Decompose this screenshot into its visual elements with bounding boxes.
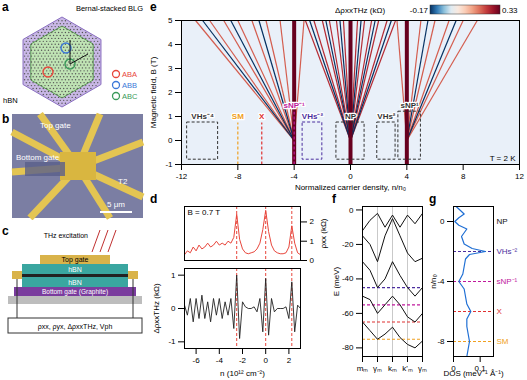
svg-text:-0.17: -0.17 [410,6,429,15]
svg-text:ρxx, ρyx, ΔρxxTHz, Vph: ρxx, ρyx, ΔρxxTHz, Vph [38,323,113,331]
svg-text:0: 0 [440,217,445,226]
svg-text:T = 2 K: T = 2 K [490,154,517,163]
svg-text:8: 8 [461,172,466,181]
html-text:f: f [332,192,336,206]
svg-text:-4: -4 [216,356,224,365]
svg-text:5: 5 [168,16,173,25]
svg-text:sNP⁻¹: sNP⁻¹ [284,101,306,110]
svg-text:1: 1 [310,237,315,246]
svg-text:VHs⁻⁴: VHs⁻⁴ [191,112,214,121]
svg-text:NP: NP [345,112,357,121]
svg-text:B = 0.7 T: B = 0.7 T [188,208,221,217]
svg-text:0: 0 [168,136,173,145]
html-text:c: c [2,224,9,238]
svg-text:Magnetic field, B (T): Magnetic field, B (T) [149,56,158,128]
svg-text:Top gate: Top gate [62,256,89,264]
svg-text:Bottom gate (Graphite): Bottom gate (Graphite) [42,288,108,296]
svg-text:hBN: hBN [3,96,18,105]
html-text:d: d [150,192,158,206]
svg-text:2: 2 [310,217,315,226]
svg-text:-6: -6 [193,356,201,365]
svg-text:γₘ: γₘ [373,364,382,373]
svg-text:0: 0 [263,356,268,365]
svg-text:0: 0 [348,172,353,181]
svg-text:0.33: 0.33 [502,6,518,15]
svg-text:Bottom gate: Bottom gate [16,153,60,162]
svg-text:DOS (meV⁻¹ Å⁻¹): DOS (meV⁻¹ Å⁻¹) [443,369,504,378]
svg-text:-40: -40 [342,274,354,283]
svg-text:-8: -8 [234,172,242,181]
svg-text:0: 0 [310,256,315,265]
svg-text:ABA: ABA [122,70,137,79]
svg-text:kₘ: kₘ [388,364,397,373]
svg-text:k'ₘ: k'ₘ [402,364,413,373]
svg-text:hBN: hBN [68,266,82,273]
svg-text:-2: -2 [239,356,247,365]
svg-text:NP: NP [497,217,508,226]
svg-text:VHs⁻²: VHs⁻² [497,247,518,256]
svg-text:SM: SM [232,112,244,121]
svg-text:SM: SM [497,337,509,346]
svg-text:n/n₀: n/n₀ [429,274,438,288]
svg-text:sNP¹: sNP¹ [401,101,420,110]
svg-text:sNP⁻¹: sNP⁻¹ [497,277,518,286]
svg-text:3: 3 [168,64,173,73]
svg-text:-4: -4 [437,277,445,286]
html-text:b: b [2,112,10,126]
svg-text:4: 4 [168,40,173,49]
svg-text:ABC: ABC [122,92,138,101]
svg-text:ABB: ABB [122,81,137,90]
svg-text:-60: -60 [342,309,354,318]
svg-text:X: X [497,307,503,316]
svg-text:4: 4 [405,172,410,181]
svg-text:2: 2 [287,356,292,365]
svg-text:-12: -12 [176,172,188,181]
svg-text:12: 12 [515,172,524,181]
svg-text:E (meV): E (meV) [332,267,341,297]
svg-text:-80: -80 [342,343,354,352]
svg-text:2: 2 [168,88,173,97]
html-text:a: a [2,0,9,14]
svg-text:-8: -8 [437,337,445,346]
svg-text:1: 1 [168,112,173,121]
svg-text:0: 0 [349,206,354,215]
svg-text:Normalized carrier density, n/: Normalized carrier density, n/n₀ [295,183,406,192]
svg-text:T2: T2 [118,177,128,186]
svg-text:VHs⁻²: VHs⁻² [302,112,324,121]
svg-text:1: 1 [171,271,176,280]
svg-text:Top gate: Top gate [40,121,71,130]
svg-text:5 μm: 5 μm [107,200,125,209]
svg-text:ΔρxxTHz (kΩ): ΔρxxTHz (kΩ) [152,283,161,333]
svg-text:X: X [259,112,265,121]
svg-text:γₘ: γₘ [418,364,427,373]
svg-text:n (10¹² cm⁻²): n (10¹² cm⁻²) [220,369,265,378]
svg-text:THz excitation: THz excitation [44,232,88,239]
svg-text:-20: -20 [342,240,354,249]
svg-text:mₘ: mₘ [357,364,369,373]
svg-text:-1: -1 [165,160,173,169]
html-text:g: g [429,192,437,206]
svg-text:hBN: hBN [68,279,82,286]
svg-text:ΔρxxTHz (kΩ): ΔρxxTHz (kΩ) [335,6,385,15]
svg-text:VHs²: VHs² [377,112,396,121]
svg-text:-4: -4 [291,172,299,181]
html-text:e: e [150,0,157,14]
svg-text:-1: -1 [168,337,176,346]
svg-text:Bernal-stacked BLG: Bernal-stacked BLG [76,4,143,13]
svg-text:ρxx (kΩ): ρxx (kΩ) [319,218,328,248]
svg-text:0: 0 [171,304,176,313]
